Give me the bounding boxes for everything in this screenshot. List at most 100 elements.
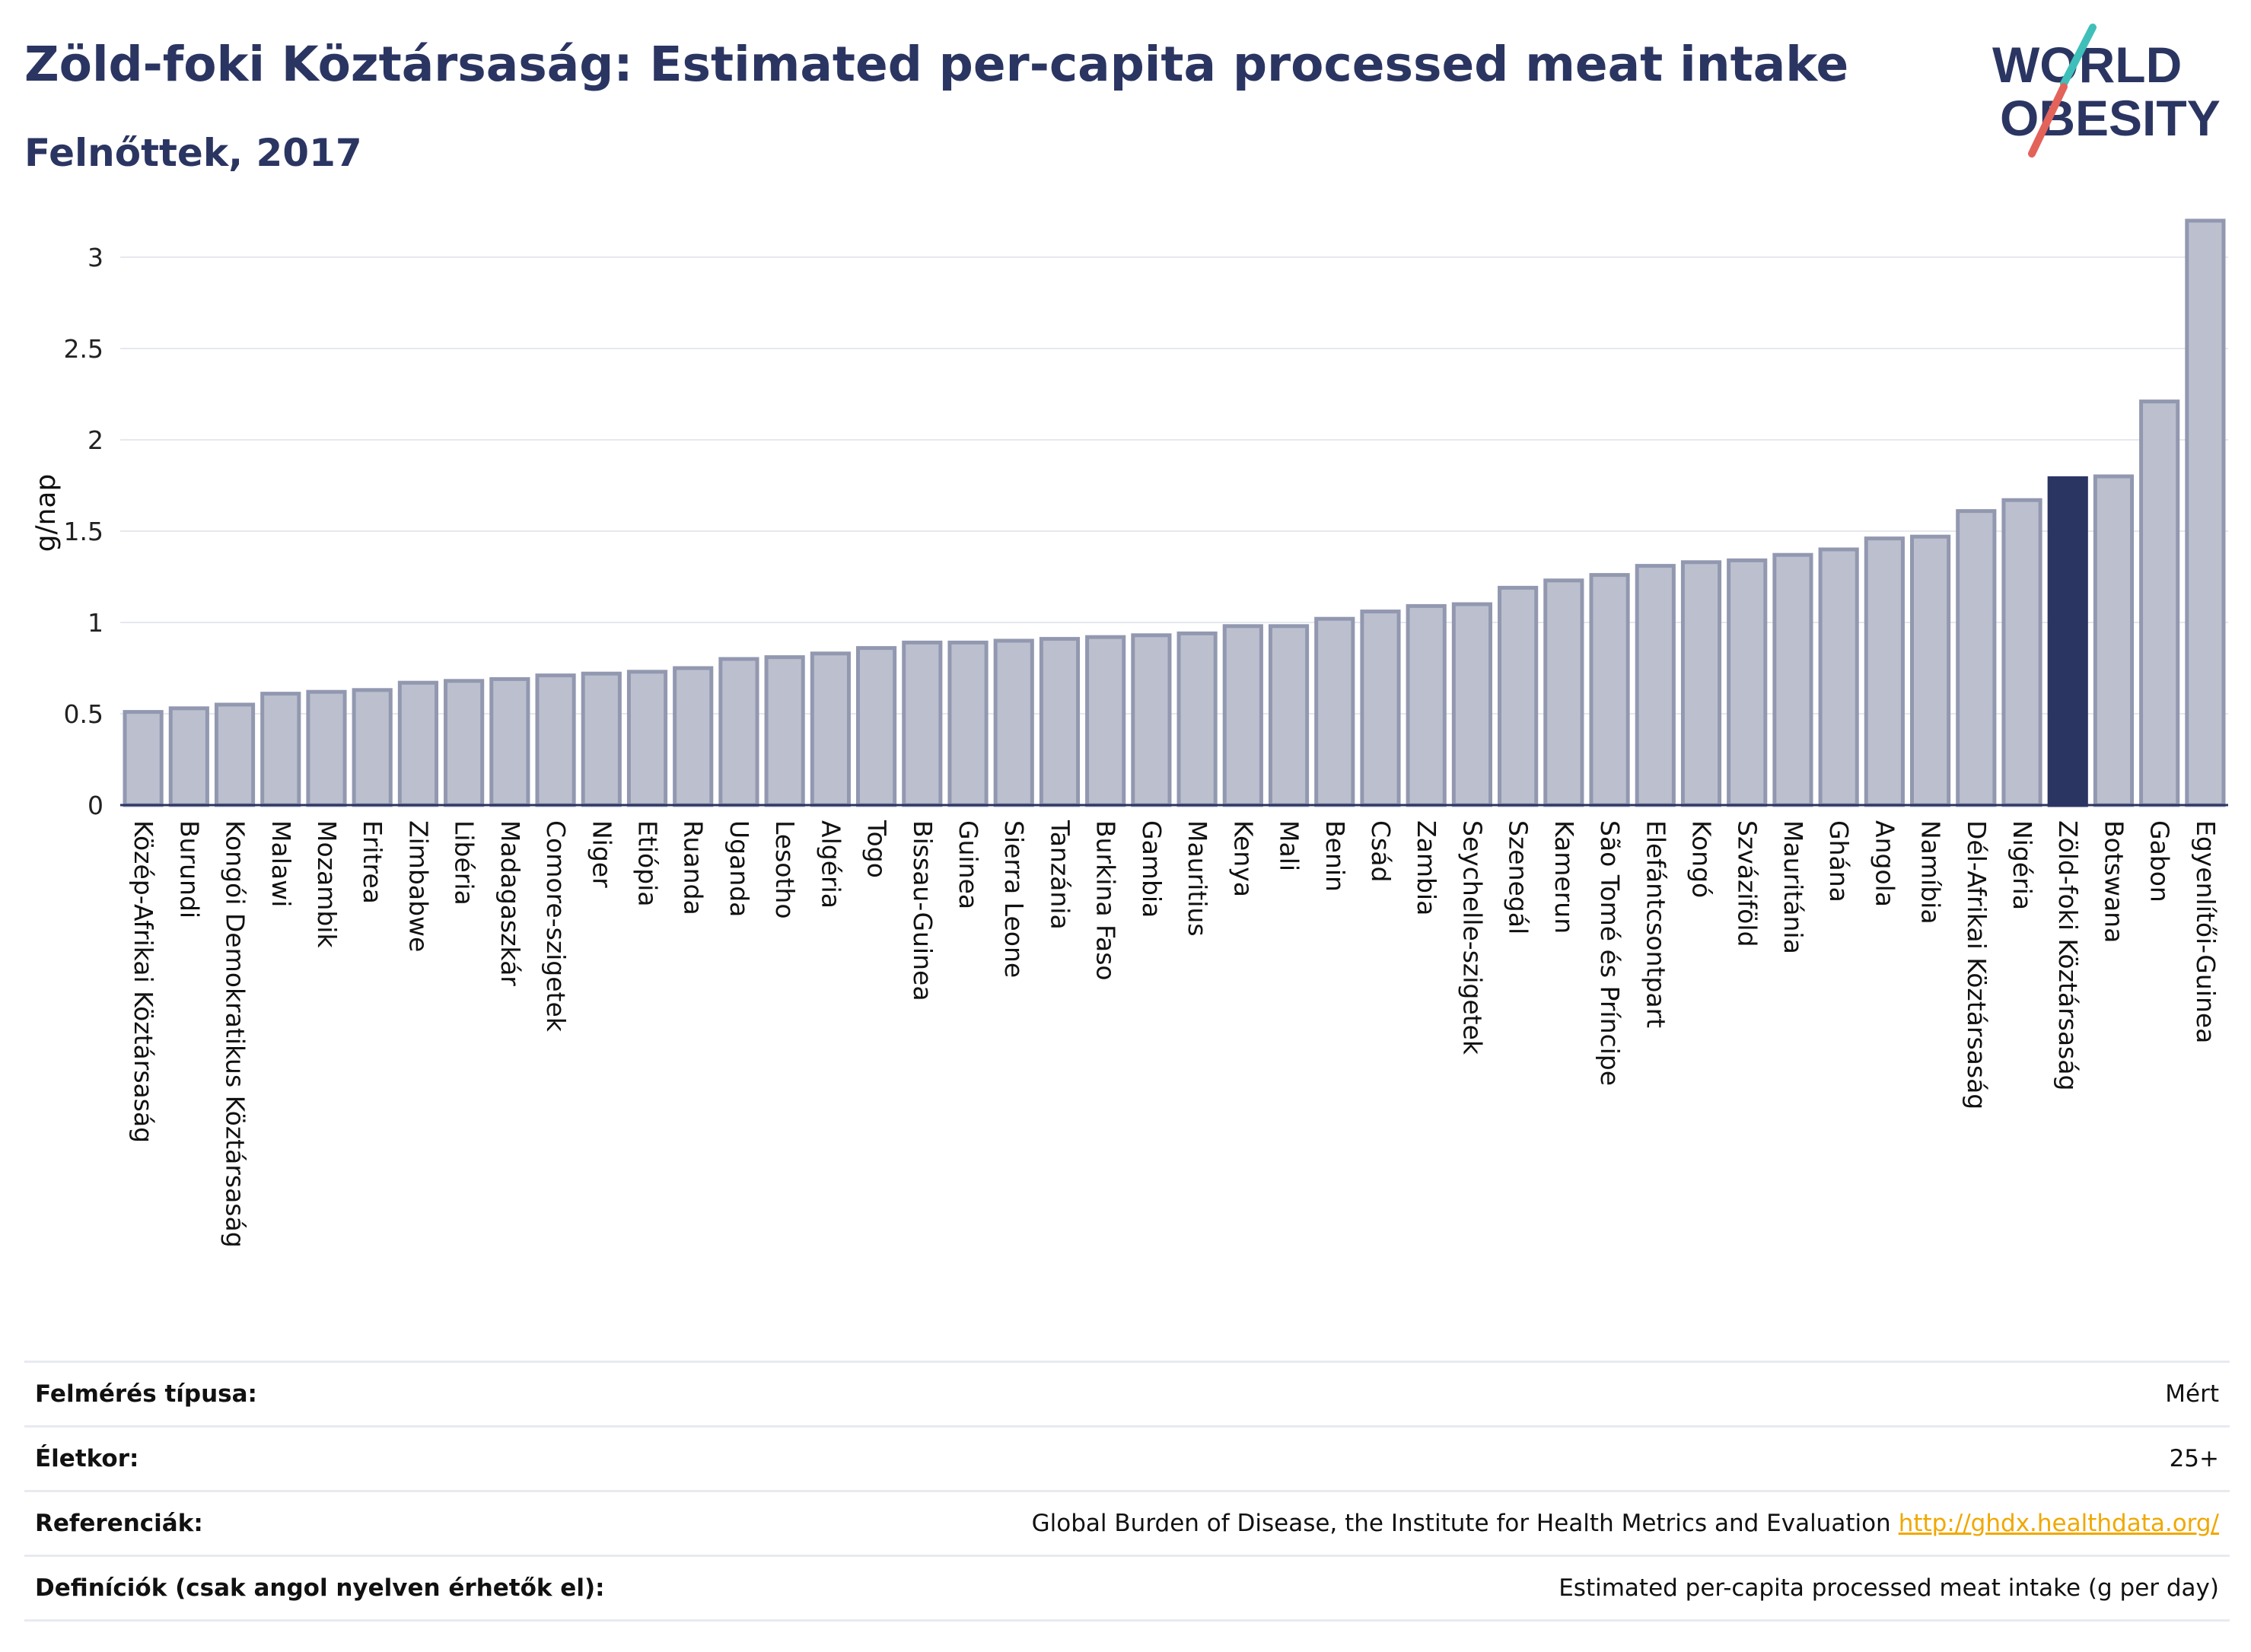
bar xyxy=(1727,558,1768,807)
logo-slash-teal xyxy=(2060,24,2097,88)
reference-text: Global Burden of Disease, the Institute … xyxy=(1031,1510,1891,1537)
x-tick-label: Libéria xyxy=(450,820,479,906)
world-obesity-logo: WORLD OBESITY xyxy=(1992,24,2221,158)
x-tick-label: Eritrea xyxy=(358,820,387,904)
bar xyxy=(214,702,256,807)
x-tick-label: Zöld-foki Köztársaság xyxy=(2053,820,2083,1090)
x-tick-label: Namíbia xyxy=(1916,820,1946,925)
x-tick-label: Lesotho xyxy=(770,820,800,919)
y-tick-label: 1.5 xyxy=(64,517,103,546)
x-tick-label: Mozambik xyxy=(312,820,342,948)
bar xyxy=(260,692,301,807)
bar xyxy=(1039,637,1081,807)
meta-label: Felmérés típusa: xyxy=(35,1380,257,1408)
bar xyxy=(1222,624,1263,807)
bar xyxy=(764,655,805,807)
y-tick-label: 0 xyxy=(88,791,103,820)
meta-row-age: Életkor: 25+ xyxy=(24,1425,2230,1490)
meta-label: Definíciók (csak angol nyelven érhetők e… xyxy=(35,1574,605,1602)
bar xyxy=(1956,509,1997,807)
bar xyxy=(489,676,530,807)
x-tick-label: Etiópia xyxy=(633,820,663,907)
x-tick-label: Angola xyxy=(1870,820,1899,907)
bar xyxy=(673,666,714,807)
bar-chart: 0 0.5 1 1.5 2 2.5 3 g/nap Közép-Afrikai Köztársa… xyxy=(30,218,2228,1248)
bar xyxy=(444,679,485,807)
bar xyxy=(581,671,622,807)
bar xyxy=(306,689,347,807)
x-tick-label: Tanzánia xyxy=(1045,820,1075,930)
y-tick-label: 1 xyxy=(88,608,103,638)
x-tick-label: Mali xyxy=(1275,820,1304,871)
bar xyxy=(1498,585,1539,807)
bar xyxy=(2093,474,2135,807)
y-tick-label: 3 xyxy=(88,243,103,272)
chart-subtitle: Felnőttek, 2017 xyxy=(24,131,362,175)
x-tick-label: Madagaszkár xyxy=(495,820,525,986)
bar xyxy=(123,710,164,807)
bar xyxy=(1910,534,1951,807)
x-tick-label: Comore-szigetek xyxy=(541,820,571,1033)
bar xyxy=(1085,635,1126,807)
bar xyxy=(397,680,439,807)
x-tick-label: Nigéria xyxy=(2007,820,2037,910)
x-tick-label: Seychelle-szigetek xyxy=(1457,820,1487,1055)
meta-value: Estimated per-capita processed meat inta… xyxy=(1559,1574,2219,1602)
x-tick-label: Kenya xyxy=(1228,820,1258,897)
bar xyxy=(1680,560,1722,807)
bar xyxy=(1864,536,1905,807)
meta-row-references: Referenciák: Global Burden of Disease, t… xyxy=(24,1490,2230,1555)
x-tick-label: Malawi xyxy=(266,820,296,907)
bar xyxy=(718,657,759,807)
x-tick-label: Szváziföld xyxy=(1733,820,1762,947)
bar xyxy=(1543,578,1584,807)
x-tick-label: Szenegál xyxy=(1504,820,1533,934)
y-axis-label: g/nap xyxy=(30,474,62,552)
bar xyxy=(1635,564,1676,807)
x-tick-label: Csád xyxy=(1366,820,1396,882)
bar xyxy=(1406,603,1447,807)
x-tick-label: Közép-Afrikai Köztársaság xyxy=(129,820,158,1143)
bar xyxy=(856,646,897,807)
x-tick-label: Uganda xyxy=(724,820,754,917)
x-tick-label: Gabon xyxy=(2145,820,2175,902)
bar xyxy=(2001,498,2042,807)
x-tick-label: Bissau-Guinea xyxy=(908,820,938,1001)
x-tick-label: Mauritius xyxy=(1183,820,1212,937)
logo-slash-red xyxy=(2028,83,2068,158)
bar xyxy=(1818,547,1859,807)
bar xyxy=(810,651,851,807)
x-tick-label: Botswana xyxy=(2099,820,2128,943)
meta-value: 25+ xyxy=(2169,1445,2219,1472)
x-tick-label: Kongó xyxy=(1687,820,1717,898)
meta-row-survey-type: Felmérés típusa: Mért xyxy=(24,1361,2230,1425)
bar xyxy=(626,670,668,807)
x-tick-label: Dél-Afrikai Köztársaság xyxy=(1962,820,1992,1109)
reference-link[interactable]: http://ghdx.healthdata.org/ xyxy=(1898,1510,2219,1537)
meta-row-definitions: Definíciók (csak angol nyelven érhetők e… xyxy=(24,1555,2230,1622)
bar xyxy=(1131,633,1172,807)
metadata-table: Felmérés típusa: Mért Életkor: 25+ Refer… xyxy=(24,1361,2230,1622)
meta-label: Életkor: xyxy=(35,1445,139,1472)
x-tick-label: Burundi xyxy=(174,820,204,918)
bar xyxy=(902,640,943,807)
x-tick-label: Gambia xyxy=(1137,820,1167,918)
x-tick-label: Guinea xyxy=(954,820,983,909)
x-tick-label: Sierra Leone xyxy=(999,820,1029,978)
x-tick-label: Niger xyxy=(587,820,616,888)
x-tick-label: Benin xyxy=(1320,820,1350,892)
x-tick-label: Algéria xyxy=(816,820,845,909)
x-tick-label: São Tomé és Príncipe xyxy=(1595,820,1625,1086)
x-tick-label: Mauritánia xyxy=(1778,820,1808,954)
bar xyxy=(1772,552,1813,807)
x-tick-label: Kongói Demokratikus Köztársaság xyxy=(221,820,250,1248)
bar xyxy=(1268,624,1310,807)
bar xyxy=(1589,573,1630,807)
meta-value-references: Global Burden of Disease, the Institute … xyxy=(1032,1510,2230,1537)
x-tick-label: Elefántcsontpart xyxy=(1641,820,1670,1028)
bar xyxy=(2047,476,2088,807)
x-tick-label: Kamerun xyxy=(1549,820,1579,934)
meta-label: Referenciák: xyxy=(35,1510,203,1537)
x-tick-label: Ruanda xyxy=(679,820,708,915)
bar xyxy=(2185,218,2226,807)
